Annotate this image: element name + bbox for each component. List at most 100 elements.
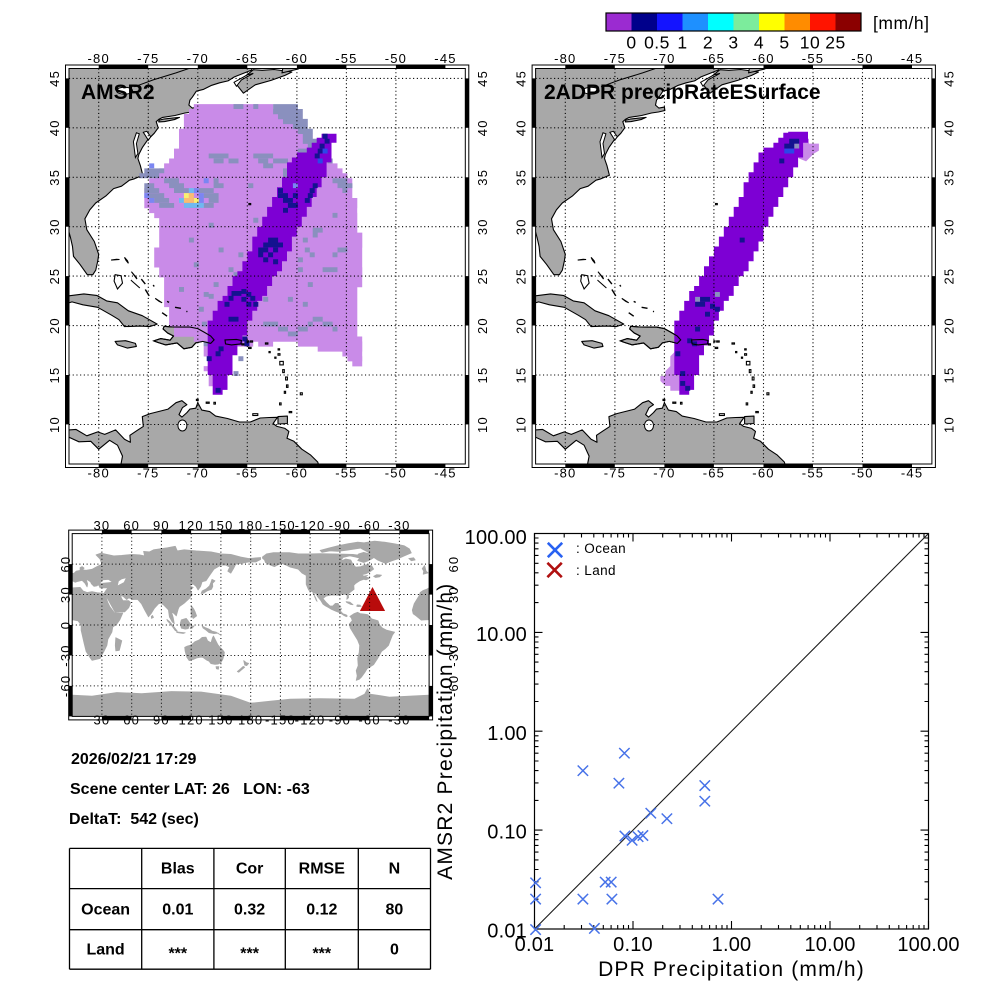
svg-text:25: 25	[825, 33, 845, 53]
svg-text:30: 30	[941, 218, 956, 235]
svg-text:: Ocean: : Ocean	[576, 541, 626, 556]
svg-text:20: 20	[941, 317, 956, 334]
svg-text:35: 35	[475, 169, 490, 186]
svg-text:80: 80	[386, 902, 404, 919]
svg-text:-65: -65	[236, 466, 258, 481]
svg-text:-45: -45	[434, 51, 456, 66]
svg-text:***: ***	[240, 946, 259, 963]
svg-text:10: 10	[514, 416, 529, 433]
svg-text:***: ***	[168, 946, 187, 963]
svg-text:0.32: 0.32	[234, 902, 265, 919]
svg-text:-50: -50	[851, 466, 873, 481]
svg-text:45: 45	[941, 70, 956, 87]
svg-text:AMSR2: AMSR2	[81, 81, 155, 104]
svg-text:1.00: 1.00	[712, 934, 752, 956]
svg-text:2: 2	[703, 33, 713, 53]
svg-text:100.00: 100.00	[897, 934, 959, 956]
svg-text:45: 45	[475, 70, 490, 87]
svg-text:-50: -50	[385, 466, 407, 481]
svg-text:-65: -65	[236, 51, 258, 66]
svg-text:30: 30	[446, 586, 461, 603]
svg-text:15: 15	[47, 367, 62, 384]
svg-text:45: 45	[47, 70, 62, 87]
svg-text:10: 10	[47, 416, 62, 433]
svg-text:40: 40	[514, 119, 529, 136]
svg-text:-75: -75	[137, 466, 159, 481]
svg-text:2026/02/21 17:29: 2026/02/21 17:29	[71, 751, 197, 768]
svg-text:Ocean: Ocean	[81, 902, 130, 919]
svg-text:30: 30	[47, 218, 62, 235]
svg-text:150: 150	[208, 713, 233, 728]
svg-text:0.01: 0.01	[487, 921, 527, 943]
svg-text:-70: -70	[187, 466, 209, 481]
svg-text:-60: -60	[58, 675, 73, 697]
svg-text:: Land: : Land	[576, 563, 616, 578]
svg-text:150: 150	[208, 518, 233, 533]
svg-text:35: 35	[47, 169, 62, 186]
svg-text:90: 90	[153, 518, 170, 533]
svg-text:-30: -30	[388, 713, 410, 728]
svg-text:-60: -60	[752, 51, 774, 66]
svg-text:Blas: Blas	[161, 861, 195, 878]
svg-text:Cor: Cor	[236, 861, 264, 878]
svg-text:35: 35	[941, 169, 956, 186]
svg-text:Scene center LAT: 26 LON: -6: Scene center LAT: 26 LON: -63	[70, 781, 310, 798]
svg-text:-50: -50	[851, 51, 873, 66]
svg-text:-90: -90	[329, 518, 351, 533]
svg-text:-60: -60	[286, 466, 308, 481]
svg-text:-45: -45	[434, 466, 456, 481]
svg-text:-70: -70	[653, 466, 675, 481]
svg-text:100.00: 100.00	[465, 527, 527, 549]
svg-text:0.5: 0.5	[644, 33, 670, 53]
svg-text:25: 25	[514, 268, 529, 285]
svg-text:3: 3	[728, 33, 738, 53]
svg-text:[mm/h]: [mm/h]	[873, 13, 929, 33]
svg-text:-80: -80	[88, 51, 110, 66]
svg-text:0.12: 0.12	[306, 902, 337, 919]
svg-text:-60: -60	[446, 675, 461, 697]
svg-text:-65: -65	[703, 51, 725, 66]
svg-text:25: 25	[941, 268, 956, 285]
svg-text:***: ***	[312, 946, 331, 963]
svg-text:-60: -60	[358, 713, 380, 728]
svg-text:60: 60	[58, 556, 73, 573]
svg-text:AMSR2 Precipitation (mm/h): AMSR2 Precipitation (mm/h)	[434, 583, 457, 880]
svg-text:0: 0	[446, 621, 461, 629]
svg-text:-75: -75	[604, 51, 626, 66]
svg-text:-50: -50	[385, 51, 407, 66]
svg-text:DeltaT: 542 (sec): DeltaT: 542 (sec)	[69, 811, 199, 828]
svg-text:40: 40	[941, 119, 956, 136]
svg-text:-55: -55	[335, 51, 357, 66]
svg-text:-55: -55	[802, 466, 824, 481]
svg-text:-75: -75	[604, 466, 626, 481]
svg-text:-120: -120	[295, 713, 326, 728]
svg-text:120: 120	[179, 713, 204, 728]
svg-text:-75: -75	[137, 51, 159, 66]
svg-text:25: 25	[475, 268, 490, 285]
svg-text:-55: -55	[335, 466, 357, 481]
svg-text:0: 0	[626, 33, 636, 53]
svg-text:1: 1	[677, 33, 687, 53]
svg-text:-45: -45	[901, 466, 923, 481]
svg-text:10: 10	[800, 33, 820, 53]
svg-text:N: N	[389, 861, 401, 878]
svg-text:30: 30	[93, 518, 110, 533]
svg-text:1.00: 1.00	[487, 723, 527, 745]
svg-text:40: 40	[475, 119, 490, 136]
svg-text:40: 40	[47, 119, 62, 136]
svg-text:-55: -55	[802, 51, 824, 66]
svg-text:-150: -150	[265, 713, 296, 728]
svg-text:60: 60	[123, 518, 140, 533]
svg-text:35: 35	[514, 169, 529, 186]
svg-text:20: 20	[514, 317, 529, 334]
svg-text:-60: -60	[752, 466, 774, 481]
svg-text:10.00: 10.00	[804, 934, 855, 956]
svg-text:0.10: 0.10	[487, 822, 527, 844]
svg-text:-30: -30	[446, 644, 461, 666]
svg-text:60: 60	[123, 713, 140, 728]
svg-text:Land: Land	[86, 942, 124, 959]
svg-text:30: 30	[93, 713, 110, 728]
svg-text:RMSE: RMSE	[299, 861, 346, 878]
svg-text:-120: -120	[295, 518, 326, 533]
svg-text:15: 15	[514, 367, 529, 384]
